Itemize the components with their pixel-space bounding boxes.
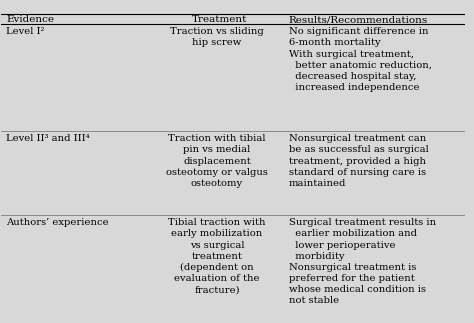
Text: Authors’ experience: Authors’ experience [6, 218, 109, 227]
Text: Results/Recommendations: Results/Recommendations [289, 15, 428, 24]
Text: Traction vs sliding
hip screw: Traction vs sliding hip screw [170, 27, 264, 47]
Text: Tibial traction with
early mobilization
vs surgical
treatment
(dependent on
eval: Tibial traction with early mobilization … [168, 218, 266, 294]
Text: Traction with tibial
pin vs medial
displacement
osteotomy or valgus
osteotomy: Traction with tibial pin vs medial displ… [166, 134, 268, 188]
Text: Treatment: Treatment [191, 15, 247, 24]
Text: Nonsurgical treatment can
be as successful as surgical
treatment, provided a hig: Nonsurgical treatment can be as successf… [289, 134, 428, 188]
Text: Evidence: Evidence [6, 15, 54, 24]
Text: Level I²: Level I² [6, 27, 45, 36]
Text: Level II³ and III⁴: Level II³ and III⁴ [6, 134, 90, 143]
Text: No significant difference in
6-month mortality
With surgical treatment,
  better: No significant difference in 6-month mor… [289, 27, 432, 92]
Text: Surgical treatment results in
  earlier mobilization and
  lower perioperative
 : Surgical treatment results in earlier mo… [289, 218, 436, 305]
